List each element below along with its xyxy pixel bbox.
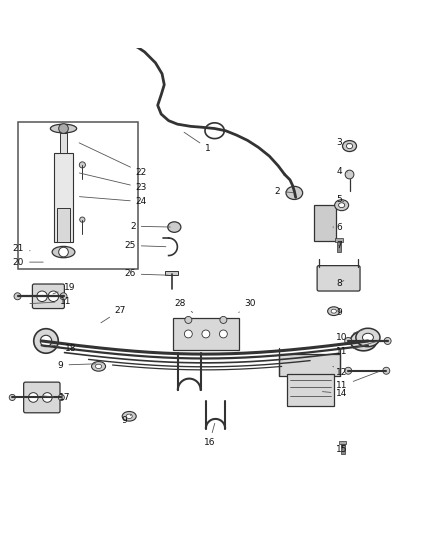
Text: 14: 14 bbox=[322, 389, 348, 398]
Bar bbox=[57, 208, 70, 243]
Text: 12: 12 bbox=[333, 366, 348, 377]
Circle shape bbox=[42, 393, 52, 402]
Circle shape bbox=[202, 330, 210, 338]
FancyBboxPatch shape bbox=[32, 284, 64, 309]
Text: 10: 10 bbox=[336, 330, 363, 342]
Bar bbox=[339, 441, 346, 445]
Ellipse shape bbox=[286, 187, 303, 199]
Text: 8: 8 bbox=[336, 279, 344, 288]
Text: 9: 9 bbox=[122, 415, 131, 425]
Bar bbox=[341, 442, 345, 454]
Ellipse shape bbox=[50, 124, 77, 133]
FancyBboxPatch shape bbox=[317, 265, 360, 291]
Text: 11: 11 bbox=[336, 341, 378, 357]
Text: 24: 24 bbox=[79, 197, 147, 206]
Text: 22: 22 bbox=[79, 143, 147, 177]
Circle shape bbox=[345, 170, 354, 179]
Bar bbox=[173, 318, 239, 350]
Circle shape bbox=[14, 293, 21, 300]
Ellipse shape bbox=[95, 364, 102, 368]
Text: 18: 18 bbox=[52, 344, 76, 353]
Ellipse shape bbox=[126, 414, 132, 418]
Circle shape bbox=[345, 337, 352, 344]
Ellipse shape bbox=[168, 222, 181, 232]
Ellipse shape bbox=[357, 336, 370, 345]
Circle shape bbox=[184, 330, 192, 338]
Text: 28: 28 bbox=[175, 299, 193, 312]
Text: 19: 19 bbox=[53, 283, 75, 294]
Text: 25: 25 bbox=[124, 241, 166, 250]
Text: 1: 1 bbox=[184, 132, 211, 153]
Text: 16: 16 bbox=[204, 423, 215, 447]
Text: 27: 27 bbox=[101, 306, 126, 323]
Text: 5: 5 bbox=[336, 196, 344, 205]
Text: 9: 9 bbox=[336, 308, 342, 317]
Text: 11: 11 bbox=[336, 372, 378, 390]
Circle shape bbox=[345, 367, 352, 374]
Circle shape bbox=[220, 317, 227, 324]
Ellipse shape bbox=[350, 331, 377, 351]
Circle shape bbox=[80, 217, 85, 222]
Text: 15: 15 bbox=[336, 445, 348, 454]
Circle shape bbox=[34, 329, 58, 353]
Bar bbox=[335, 238, 343, 242]
Text: 4: 4 bbox=[336, 166, 348, 175]
Circle shape bbox=[59, 247, 68, 257]
Ellipse shape bbox=[346, 143, 353, 149]
Text: 2: 2 bbox=[275, 187, 293, 196]
Bar bbox=[337, 240, 341, 252]
Circle shape bbox=[219, 330, 227, 338]
Text: 17: 17 bbox=[43, 393, 71, 402]
Circle shape bbox=[185, 317, 192, 324]
Ellipse shape bbox=[92, 361, 106, 371]
Circle shape bbox=[28, 393, 38, 402]
Circle shape bbox=[384, 337, 391, 344]
Bar bbox=[18, 122, 138, 269]
Bar bbox=[60, 133, 67, 152]
Circle shape bbox=[9, 394, 15, 400]
Text: 21: 21 bbox=[13, 245, 30, 254]
Text: 23: 23 bbox=[79, 173, 147, 192]
Text: 9: 9 bbox=[58, 360, 96, 369]
Text: 20: 20 bbox=[13, 257, 43, 266]
Text: 11: 11 bbox=[30, 297, 72, 306]
Text: 6: 6 bbox=[333, 223, 342, 231]
Ellipse shape bbox=[52, 246, 75, 258]
Ellipse shape bbox=[331, 309, 336, 313]
Circle shape bbox=[37, 291, 47, 302]
Circle shape bbox=[58, 394, 64, 400]
Text: 3: 3 bbox=[336, 139, 350, 148]
Ellipse shape bbox=[339, 203, 345, 207]
Bar bbox=[54, 152, 73, 243]
Circle shape bbox=[59, 124, 68, 133]
Ellipse shape bbox=[356, 328, 380, 346]
Circle shape bbox=[48, 291, 59, 302]
Ellipse shape bbox=[343, 141, 357, 151]
Text: 7: 7 bbox=[336, 241, 342, 250]
Circle shape bbox=[79, 162, 85, 168]
Ellipse shape bbox=[362, 333, 373, 342]
Ellipse shape bbox=[335, 200, 349, 211]
Circle shape bbox=[40, 335, 52, 346]
Circle shape bbox=[383, 367, 390, 374]
Circle shape bbox=[60, 293, 67, 300]
Text: 2: 2 bbox=[130, 222, 170, 231]
Bar bbox=[279, 354, 340, 376]
Ellipse shape bbox=[122, 411, 136, 421]
Ellipse shape bbox=[328, 307, 340, 316]
Bar bbox=[165, 271, 178, 275]
Bar bbox=[287, 374, 334, 406]
Bar bbox=[314, 205, 336, 241]
FancyBboxPatch shape bbox=[24, 382, 60, 413]
Text: 26: 26 bbox=[124, 270, 168, 278]
Text: 30: 30 bbox=[239, 299, 256, 312]
